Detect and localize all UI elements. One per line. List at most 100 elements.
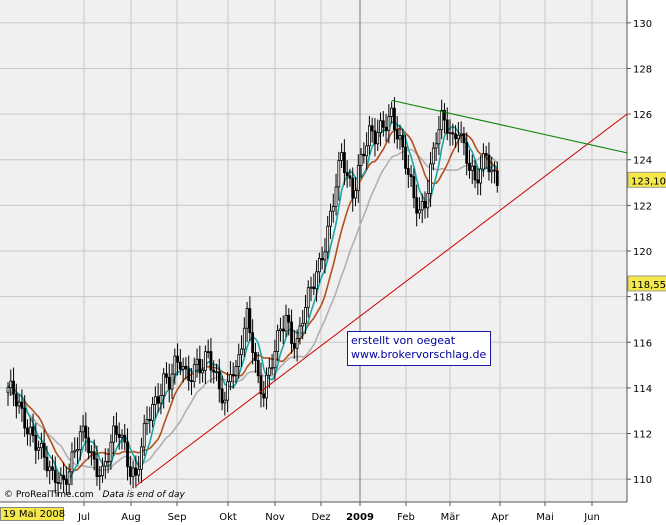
candle-body: [84, 425, 88, 439]
candle-body: [76, 449, 79, 452]
candle-body: [270, 367, 274, 370]
last-price-tag-text: 123,10: [631, 176, 666, 187]
candle-body: [78, 431, 82, 450]
grid-lines: [0, 0, 627, 502]
candle-body: [342, 152, 346, 173]
candle-body: [409, 174, 413, 178]
candle-body: [242, 327, 246, 350]
candle-body: [273, 351, 277, 369]
candle-body: [103, 461, 107, 467]
y-tick-label: 116: [633, 338, 652, 349]
candle-body: [165, 373, 168, 378]
candle-body: [142, 423, 146, 448]
candle-body: [337, 160, 341, 188]
candle-body: [140, 446, 143, 470]
ma-slow-line: [7, 148, 498, 472]
candle-body: [356, 165, 360, 192]
candle-body: [34, 435, 38, 451]
candle-body: [14, 393, 18, 407]
candle-body: [167, 376, 171, 390]
candle-body: [217, 371, 221, 390]
candle-body: [448, 132, 452, 135]
candle-body: [120, 434, 124, 438]
marker-price-tag-text: 118,555: [631, 280, 666, 291]
candle-body: [206, 351, 210, 354]
candle-body: [437, 129, 441, 145]
x-tick-label: Aug: [121, 512, 141, 523]
candle-body: [240, 348, 243, 356]
y-tick-label: 128: [633, 64, 652, 75]
y-tick-label: 112: [633, 430, 652, 441]
candle-body: [117, 433, 121, 438]
candle-body: [276, 330, 280, 352]
candle-body: [248, 308, 252, 334]
candle-body: [153, 396, 157, 405]
candle-body: [287, 314, 291, 323]
candle-body: [156, 396, 160, 404]
candle-body: [209, 351, 213, 371]
y-tick-label: 126: [633, 110, 652, 121]
resistance-trend-line: [391, 99, 628, 154]
candle-body: [431, 147, 435, 165]
candle-body: [39, 442, 43, 449]
x-tick-label: Feb: [397, 512, 415, 523]
candle-body: [51, 466, 54, 471]
y-axis: 110 112 114 116 118 120 122 124 126 128 130: [626, 0, 652, 502]
candle-body: [256, 360, 260, 377]
candle-body: [390, 107, 394, 117]
candle-body: [56, 482, 60, 484]
candle-body: [6, 387, 10, 393]
candle-body: [326, 225, 330, 253]
candle-body: [395, 129, 399, 140]
x-tick-label: Apr: [491, 512, 509, 523]
trend-lines: [135, 99, 628, 487]
candle-body: [306, 287, 310, 308]
candle-body: [359, 153, 363, 166]
candle-body: [267, 367, 271, 376]
candle-body: [462, 133, 466, 144]
x-axis: Jul Aug Sep Okt Nov Dez 2009 Feb Mär Apr Mai Jun: [0, 501, 627, 523]
candle-body: [493, 169, 496, 172]
x-tick-label: Nov: [265, 512, 285, 523]
annotation-author: erstellt von oegeat: [351, 334, 456, 347]
candle-body: [254, 352, 257, 361]
candle-body: [26, 427, 29, 435]
candle-body: [351, 177, 355, 199]
candle-body: [470, 165, 474, 171]
candle-body: [259, 375, 263, 395]
x-tick-label: Jul: [77, 512, 90, 523]
candle-body: [48, 466, 52, 472]
y-tick-label: 114: [633, 384, 652, 395]
y-tick-label: 130: [633, 19, 652, 30]
x-tick-label: 2009: [346, 512, 374, 523]
candle-body: [131, 467, 135, 477]
candle-body: [98, 475, 102, 478]
candle-body: [309, 286, 313, 289]
candle-body: [348, 175, 352, 179]
annotation-url: www.brokervorschlag.de: [351, 348, 487, 361]
candle-body: [387, 115, 391, 131]
candle-body: [184, 366, 188, 370]
candle-body: [101, 465, 104, 476]
candle-body: [178, 361, 182, 370]
candle-body: [323, 251, 327, 261]
candle-body: [23, 407, 27, 429]
candle-body: [412, 176, 416, 199]
candle-body: [42, 442, 46, 458]
candle-body: [406, 167, 410, 175]
candle-body: [262, 393, 266, 399]
candle-body: [115, 425, 118, 435]
candle-body: [384, 126, 388, 131]
candle-body: [187, 368, 191, 381]
candle-body: [473, 165, 477, 181]
candle-body: [404, 146, 407, 169]
candle-body: [17, 401, 21, 407]
candle-body: [362, 153, 366, 157]
candle-body: [59, 474, 63, 484]
candle-body: [484, 153, 488, 156]
price-tags: 123,10 118,555: [627, 171, 666, 292]
candle-body: [481, 153, 485, 170]
candle-body: [9, 380, 13, 389]
candle-body: [173, 355, 177, 375]
candle-body: [490, 169, 494, 173]
